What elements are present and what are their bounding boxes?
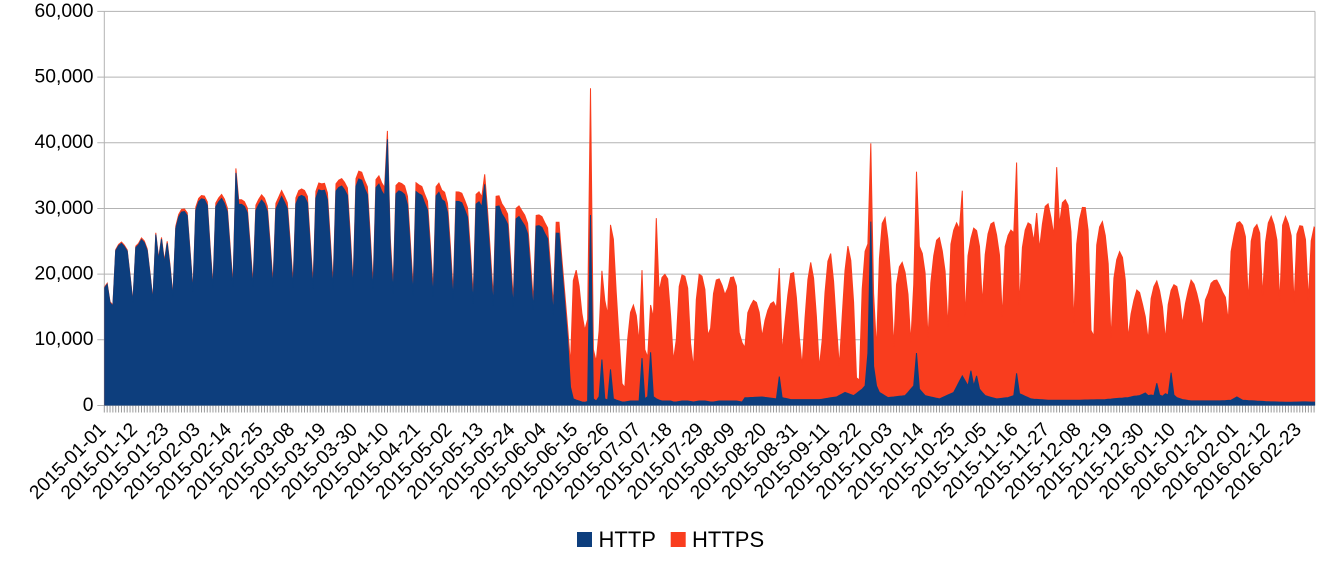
svg-text:40,000: 40,000 [35, 132, 94, 153]
svg-text:50,000: 50,000 [35, 67, 94, 88]
svg-text:HTTP: HTTP [599, 527, 656, 552]
svg-text:0: 0 [83, 395, 94, 416]
svg-text:HTTPS: HTTPS [692, 527, 764, 552]
svg-text:30,000: 30,000 [35, 198, 94, 219]
svg-text:20,000: 20,000 [35, 264, 94, 285]
svg-text:60,000: 60,000 [35, 1, 94, 22]
svg-text:10,000: 10,000 [35, 329, 94, 350]
